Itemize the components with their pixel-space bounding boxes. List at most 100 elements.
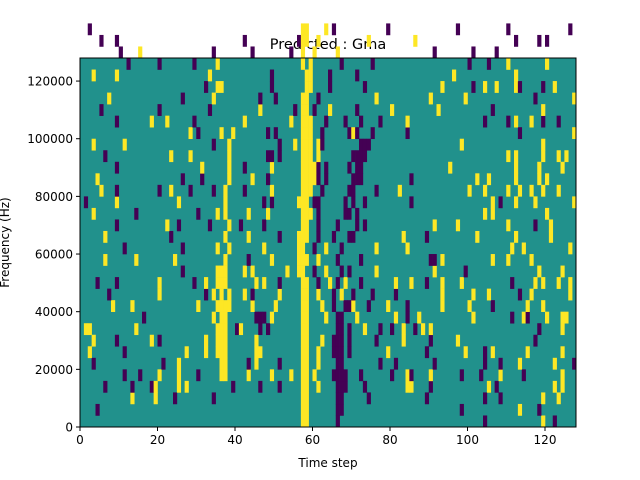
y-tick-label: 20000 <box>35 363 73 377</box>
heatmap-cell <box>455 334 461 347</box>
heatmap-cell <box>122 242 127 255</box>
heatmap-cell <box>405 380 410 393</box>
heatmap-cell <box>483 346 488 359</box>
heatmap-cell <box>335 380 340 393</box>
heatmap-cell <box>300 403 306 416</box>
heatmap-cell <box>320 300 325 312</box>
heatmap-cell <box>138 46 143 59</box>
heatmap-cell <box>180 265 185 278</box>
heatmap-cell <box>122 138 127 151</box>
heatmap-cell <box>169 184 174 197</box>
heatmap-cell <box>204 334 209 347</box>
heatmap-cell <box>347 161 352 174</box>
heatmap-cell <box>308 161 313 174</box>
heatmap-cell <box>339 323 344 336</box>
heatmap-cell <box>440 277 445 289</box>
heatmap-cell <box>339 242 344 255</box>
heatmap-cell <box>339 288 344 301</box>
heatmap-cell <box>300 357 306 370</box>
heatmap-cell <box>262 277 267 289</box>
heatmap-cell <box>157 334 162 347</box>
heatmap-cell <box>335 323 340 336</box>
heatmap-cell <box>393 277 399 289</box>
heatmap-cell <box>355 104 360 116</box>
heatmap-cell <box>269 311 275 324</box>
heatmap-cell <box>304 334 309 347</box>
heatmap-cell <box>316 380 321 393</box>
heatmap-cell <box>405 242 410 255</box>
heatmap-cell <box>355 127 360 140</box>
heatmap-cell <box>304 230 309 243</box>
heatmap-cell <box>320 138 325 151</box>
x-tick-label: 40 <box>227 433 242 447</box>
heatmap-cell <box>359 254 364 266</box>
heatmap-cell <box>560 380 565 393</box>
heatmap-cell <box>300 242 306 255</box>
heatmap-cell <box>483 184 488 197</box>
heatmap-cell <box>223 196 228 209</box>
x-tick-label: 0 <box>76 433 84 447</box>
heatmap-cell <box>87 23 92 36</box>
heatmap-cell <box>494 380 499 393</box>
heatmap-cell <box>300 150 306 163</box>
heatmap-cell <box>548 230 554 243</box>
heatmap-cell <box>114 219 120 232</box>
heatmap-cell <box>537 323 542 336</box>
heatmap-cell <box>506 184 511 197</box>
heatmap-cell <box>424 277 430 289</box>
heatmap-cell <box>83 323 89 336</box>
heatmap-cell <box>355 173 360 186</box>
heatmap-cell <box>328 81 333 93</box>
heatmap-cell <box>428 254 433 266</box>
heatmap-cell <box>304 104 309 116</box>
heatmap-cell <box>122 346 127 359</box>
heatmap-cell <box>525 300 530 312</box>
heatmap-cell <box>355 150 360 163</box>
heatmap-cell <box>347 184 352 197</box>
heatmap-cell <box>568 288 573 301</box>
heatmap-cell <box>545 173 550 186</box>
heatmap-cell <box>378 357 383 370</box>
y-tick-label: 80000 <box>35 190 73 204</box>
heatmap-cell <box>300 219 306 232</box>
heatmap-cell <box>227 138 232 151</box>
heatmap-cell <box>165 219 170 232</box>
heatmap-cell <box>405 369 410 382</box>
heatmap-cell <box>231 127 236 140</box>
heatmap-cell <box>254 346 259 359</box>
heatmap-cell <box>440 300 445 312</box>
heatmap-cell <box>289 369 294 382</box>
heatmap-cell <box>390 323 395 336</box>
heatmap-cell <box>471 46 476 59</box>
heatmap-cell <box>339 403 344 416</box>
heatmap-cell <box>258 346 263 359</box>
heatmap-cell <box>514 196 519 209</box>
heatmap-cell <box>215 323 220 336</box>
heatmap-cell <box>316 254 321 266</box>
heatmap-cell <box>223 323 228 336</box>
heatmap-cell <box>316 346 321 359</box>
heatmap-cell <box>219 265 224 278</box>
y-axis-label: Frequency (Hz) <box>0 197 12 288</box>
heatmap-cell <box>351 288 356 301</box>
heatmap-cell <box>486 173 492 186</box>
heatmap-cell <box>304 392 309 405</box>
heatmap-cell <box>486 288 492 301</box>
heatmap-cell <box>514 115 519 128</box>
heatmap-cell <box>339 334 344 347</box>
heatmap-cell <box>207 219 213 232</box>
heatmap-cell <box>339 357 344 370</box>
heatmap-cell <box>335 346 340 359</box>
heatmap-cell <box>300 207 306 220</box>
heatmap-cell <box>514 34 519 47</box>
heatmap-cell <box>300 265 306 278</box>
heatmap-cell <box>537 265 542 278</box>
heatmap-cell <box>95 173 100 186</box>
heatmap-cell <box>316 150 321 163</box>
heatmap-cell <box>541 104 546 116</box>
heatmap-cell <box>204 288 209 301</box>
heatmap-cell <box>517 357 523 370</box>
heatmap-cell <box>556 392 561 405</box>
heatmap-cell <box>304 254 309 266</box>
heatmap-cell <box>300 380 306 393</box>
